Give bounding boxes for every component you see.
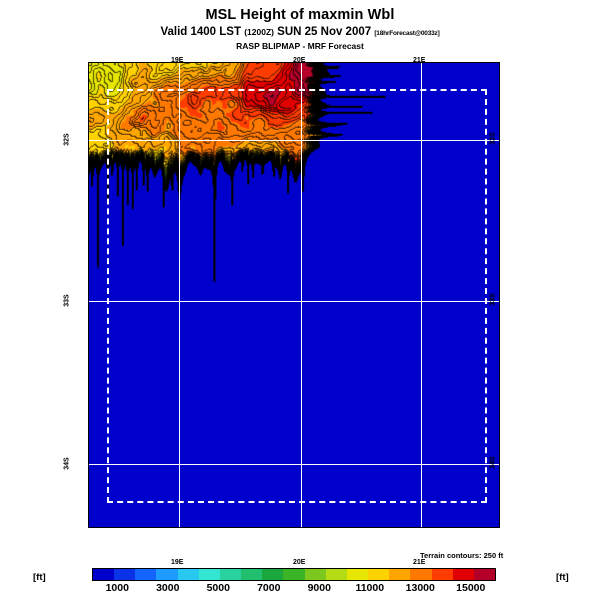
colorbar-swatch-6: [219, 569, 242, 580]
colorbar-swatch-0: [93, 569, 115, 580]
model-line: RASP BLIPMAP - MRF Forecast: [236, 41, 364, 51]
colorbar-swatch-14: [389, 569, 411, 580]
valid-date: SUN 25 Nov 2007: [277, 26, 372, 38]
colorbar-tick-5000: 5000: [206, 582, 230, 594]
lon-label-top-21e: 21E: [413, 57, 426, 64]
colorbar-tick-15000: 15000: [456, 582, 486, 594]
lat-label-left-34s: 34S: [63, 457, 71, 470]
colorbar-swatch-4: [177, 569, 199, 580]
colorbar-swatch-7: [241, 569, 263, 580]
colorbar-swatch-2: [135, 569, 157, 580]
map-plot-area[interactable]: 32S 33S 34S: [88, 62, 500, 528]
lat-label-right-32s: 32S: [489, 132, 497, 145]
colorbar-swatch-10: [304, 569, 326, 580]
colorbar-tick-1000: 1000: [105, 582, 129, 594]
colorbar-swatch-18: [473, 569, 495, 580]
valid-utc: (1200Z): [244, 27, 274, 37]
lon-label-bottom-19e: 19E: [171, 559, 184, 566]
colorbar-tick-9000: 9000: [307, 582, 331, 594]
colorbar-swatch-9: [283, 569, 305, 580]
colorbar-swatch-1: [114, 569, 136, 580]
colorbar-swatch-15: [410, 569, 432, 580]
lat-label-left-33s: 33S: [63, 294, 71, 307]
colorbar-swatch-3: [156, 569, 178, 580]
colorbar-swatch-8: [262, 569, 284, 580]
colorbar-swatch-16: [431, 569, 453, 580]
inner-domain-box: [107, 89, 487, 503]
lon-label-bottom-21e: 21E: [413, 559, 426, 566]
colorbar-legend: [ft] [ft] 1000 3000 5000 7000 9000 11000 13000…: [0, 566, 600, 600]
chart-header: MSL Height of maxmin Wbl Valid 1400 LST …: [0, 0, 600, 51]
colorbar-gradient[interactable]: [92, 568, 496, 581]
valid-time-line: Valid 1400 LST (1200Z) SUN 25 Nov 2007 […: [0, 26, 600, 38]
graticule-lat-33s: [89, 301, 499, 302]
graticule-lon-20e: [301, 63, 302, 527]
graticule-lon-21e: [421, 63, 422, 527]
colorbar-swatch-17: [452, 569, 474, 580]
page-title: MSL Height of maxmin Wbl: [205, 7, 395, 23]
colorbar-unit-right: [ft]: [556, 572, 569, 583]
colorbar-tick-7000: 7000: [257, 582, 281, 594]
colorbar-swatch-12: [346, 569, 369, 580]
colorbar-unit-left: [ft]: [33, 572, 46, 583]
lon-label-bottom-20e: 20E: [293, 559, 306, 566]
colorbar-swatch-11: [325, 569, 347, 580]
colorbar-tick-13000: 13000: [405, 582, 435, 594]
colorbar-swatch-13: [368, 569, 390, 580]
graticule-lat-32s: [89, 140, 499, 141]
terrain-contours-note: Terrain contours: 250 ft: [420, 551, 504, 560]
valid-prefix: Valid 1400 LST: [160, 26, 241, 38]
lon-label-top-19e: 19E: [171, 57, 184, 64]
graticule-lon-19e: [179, 63, 180, 527]
graticule-lat-34s: [89, 464, 499, 465]
colorbar-tick-3000: 3000: [156, 582, 180, 594]
lat-label-left-32s: 32S: [63, 133, 71, 146]
forecast-run-tag: [18hrForecast@0033z]: [374, 30, 440, 37]
colorbar-swatch-5: [198, 569, 220, 580]
lat-label-right-33s: 33S: [489, 293, 497, 306]
lat-label-right-34s: 34S: [489, 456, 497, 469]
lon-label-top-20e: 20E: [293, 57, 306, 64]
colorbar-tick-11000: 11000: [355, 582, 385, 594]
colorbar-tick-labels: 1000 3000 5000 7000 9000 11000 13000 15000: [92, 582, 496, 598]
